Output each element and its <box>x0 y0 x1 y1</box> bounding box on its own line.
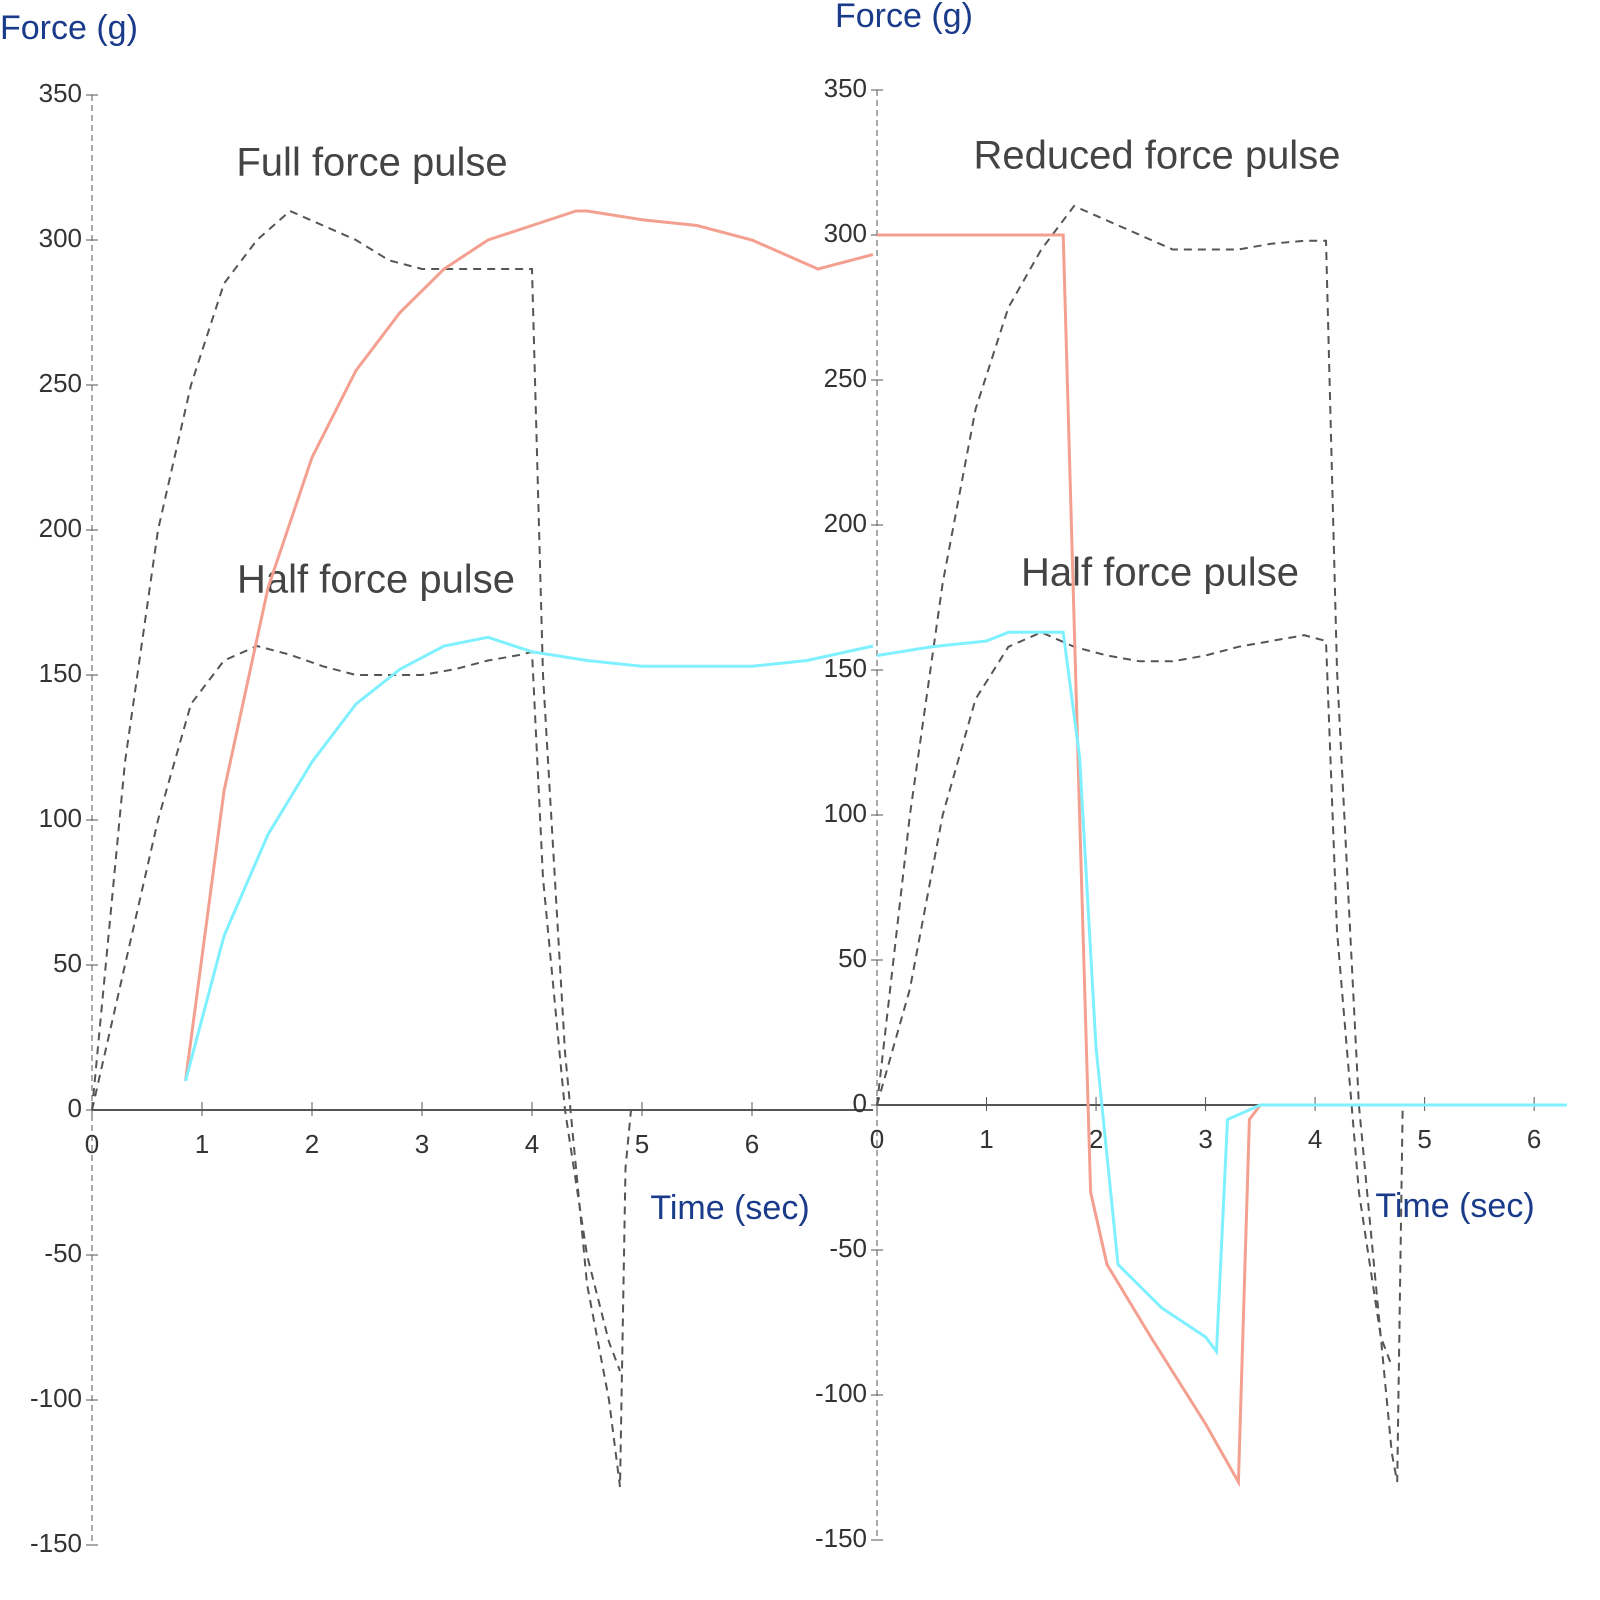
annotation: Full force pulse <box>236 141 507 185</box>
data-line <box>91 209 785 1488</box>
y-tick-label: -50 <box>829 1233 867 1263</box>
x-tick-label: 0 <box>85 1129 99 1159</box>
y-tick-label: 0 <box>853 1088 867 1118</box>
x-tick-label: 1 <box>195 1129 209 1159</box>
x-tick-label: 6 <box>1527 1124 1541 1154</box>
x-tick-label: 5 <box>635 1129 649 1159</box>
x-tick-label: 0 <box>870 1124 884 1154</box>
x-tick-label: 2 <box>305 1129 319 1159</box>
y-tick-label: 50 <box>838 943 867 973</box>
y-tick-label: 200 <box>824 508 867 538</box>
data-line <box>876 630 1567 1356</box>
y-tick-label: -50 <box>44 1238 82 1268</box>
x-tick-label: 5 <box>1417 1124 1431 1154</box>
x-tick-label: 4 <box>1308 1124 1322 1154</box>
data-line <box>91 644 621 1372</box>
x-tick-label: 3 <box>1198 1124 1212 1154</box>
data-line <box>877 233 1567 1488</box>
annotation: Half force pulse <box>237 558 515 602</box>
y-tick-label: 350 <box>39 78 82 108</box>
x-axis-title: Time (sec) <box>650 1189 809 1227</box>
y-axis-title: Force (g) <box>835 0 973 35</box>
y-tick-label: 150 <box>824 653 867 683</box>
x-axis-title: Time (sec) <box>1375 1187 1534 1225</box>
x-tick-label: 3 <box>415 1129 429 1159</box>
y-tick-label: -100 <box>815 1378 867 1408</box>
data-line <box>876 631 1393 1367</box>
annotation: Reduced force pulse <box>974 134 1341 178</box>
y-tick-label: 250 <box>824 363 867 393</box>
y-tick-label: 350 <box>824 73 867 103</box>
y-tick-label: 150 <box>39 658 82 688</box>
data-line <box>184 635 874 1082</box>
y-tick-label: 300 <box>824 218 867 248</box>
data-line <box>876 204 1567 1483</box>
x-tick-label: 1 <box>979 1124 993 1154</box>
y-axis-title: Force (g) <box>0 9 138 47</box>
y-tick-label: 200 <box>39 513 82 543</box>
y-tick-label: 100 <box>39 803 82 833</box>
y-tick-label: -100 <box>30 1383 82 1413</box>
x-tick-label: 2 <box>1089 1124 1103 1154</box>
y-tick-label: -150 <box>815 1523 867 1553</box>
y-tick-label: 250 <box>39 368 82 398</box>
y-tick-label: 100 <box>824 798 867 828</box>
y-tick-label: 50 <box>53 948 82 978</box>
data-line <box>184 209 874 1082</box>
y-tick-label: 0 <box>68 1093 82 1123</box>
annotation: Half force pulse <box>1021 551 1299 595</box>
x-tick-label: 4 <box>525 1129 539 1159</box>
x-tick-label: 6 <box>745 1129 759 1159</box>
y-tick-label: 300 <box>39 223 82 253</box>
y-tick-label: -150 <box>30 1528 82 1558</box>
